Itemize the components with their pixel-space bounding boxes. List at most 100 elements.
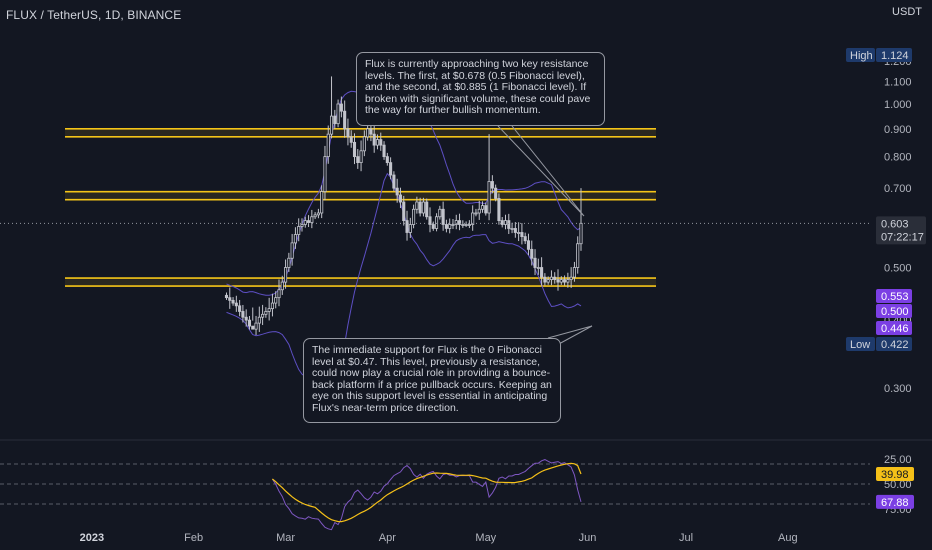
symbol-title[interactable]: FLUX / TetherUS, 1D, BINANCE (6, 8, 182, 22)
time-tick-label: Feb (184, 532, 203, 544)
candle-body (503, 220, 508, 225)
high-label-bg (846, 48, 875, 62)
candle-body (251, 325, 255, 330)
candle (412, 204, 416, 229)
time-tick-label: Apr (379, 532, 396, 544)
fib-level-2 (65, 277, 656, 287)
candle (247, 315, 252, 330)
rsi-value-tag: 67.88 (876, 494, 914, 509)
candle (556, 269, 560, 291)
candle (563, 275, 567, 286)
price-tag-0-bg (876, 289, 912, 303)
candle-body (241, 311, 245, 318)
candle (297, 218, 301, 242)
candle (454, 214, 458, 230)
candle (438, 205, 442, 220)
candlesticks (224, 76, 583, 336)
candle (333, 109, 337, 129)
candle (553, 272, 557, 284)
rsi-line (271, 459, 582, 531)
candle-body (477, 208, 481, 214)
fib-band (65, 278, 656, 287)
time-tick-label: Jun (579, 532, 597, 544)
candle (513, 222, 517, 238)
candle (500, 217, 504, 228)
candle-body (454, 220, 458, 225)
candle (444, 219, 448, 233)
candle (313, 212, 317, 220)
candle-body (329, 115, 334, 135)
candle-body (293, 234, 297, 244)
candle (307, 215, 311, 228)
candle-body (395, 187, 399, 196)
candle (487, 134, 491, 221)
candle-body (320, 191, 324, 214)
candle (543, 273, 547, 286)
candle-body (556, 279, 560, 283)
candle-body (336, 103, 340, 125)
candle-body (540, 267, 544, 278)
low-tag: 0.422 (876, 337, 912, 351)
fib-band (65, 128, 656, 137)
candle (234, 295, 238, 312)
time-tick-label: Mar (276, 532, 295, 544)
time-axis[interactable]: Dec2023FebMarAprMayJunJulAug (0, 532, 798, 544)
candle-body (418, 201, 422, 214)
candle-body (398, 194, 403, 203)
candle-body (507, 220, 511, 229)
candle-body (261, 313, 265, 318)
high-tag: 1.124 (876, 48, 912, 62)
candle-body (359, 150, 363, 164)
candle-body (326, 133, 330, 158)
candle-body (323, 156, 327, 192)
candle-body (385, 156, 389, 164)
candle (356, 149, 360, 169)
candle (536, 258, 540, 275)
candle (533, 249, 537, 276)
rsi-tick-label: 25.00 (884, 454, 912, 466)
candle-body (257, 316, 261, 324)
candle-body (576, 243, 580, 268)
candle-body (287, 257, 291, 268)
price-tick-label: 0.500 (884, 263, 912, 275)
candle-body (313, 214, 317, 218)
candle (372, 124, 376, 153)
candle-body (339, 103, 343, 112)
candle (261, 304, 265, 326)
candle-body (228, 297, 232, 301)
candle-body (277, 289, 281, 299)
high-tag-bg (876, 48, 912, 62)
support-callout[interactable]: The immediate support for Flux is the 0 … (303, 338, 561, 423)
candle (339, 96, 343, 118)
resistance-callout[interactable]: Flux is currently approaching two key re… (356, 52, 605, 126)
candle (497, 193, 501, 225)
candle-body (520, 232, 524, 237)
candle (408, 217, 412, 238)
price-tick-label: 1.100 (884, 77, 912, 89)
candle (320, 185, 324, 219)
candle (264, 307, 268, 318)
candle (238, 299, 242, 317)
candle (284, 259, 288, 289)
candle (366, 124, 370, 141)
candle (576, 236, 580, 274)
price-tag-0: 0.553 (876, 289, 912, 303)
candle (359, 140, 363, 172)
low-tag-text: 0.422 (881, 339, 909, 351)
candle (398, 187, 403, 209)
candle-body (247, 319, 252, 327)
price-axis[interactable]: 0.3000.4000.5000.6000.7000.8000.9001.000… (884, 56, 912, 516)
candle (425, 198, 429, 220)
price-tick-label: 0.800 (884, 152, 912, 164)
candle-body (264, 311, 268, 315)
candle-body (362, 136, 366, 152)
last-price-tag-bg (876, 216, 926, 245)
candle-body (425, 201, 429, 218)
candle-body (536, 267, 540, 269)
candle-body (546, 279, 550, 283)
candle-body (244, 316, 248, 321)
candle-body (231, 299, 235, 304)
rsi-ma-tag: 39.98 (876, 466, 914, 481)
candle-body (487, 181, 491, 214)
